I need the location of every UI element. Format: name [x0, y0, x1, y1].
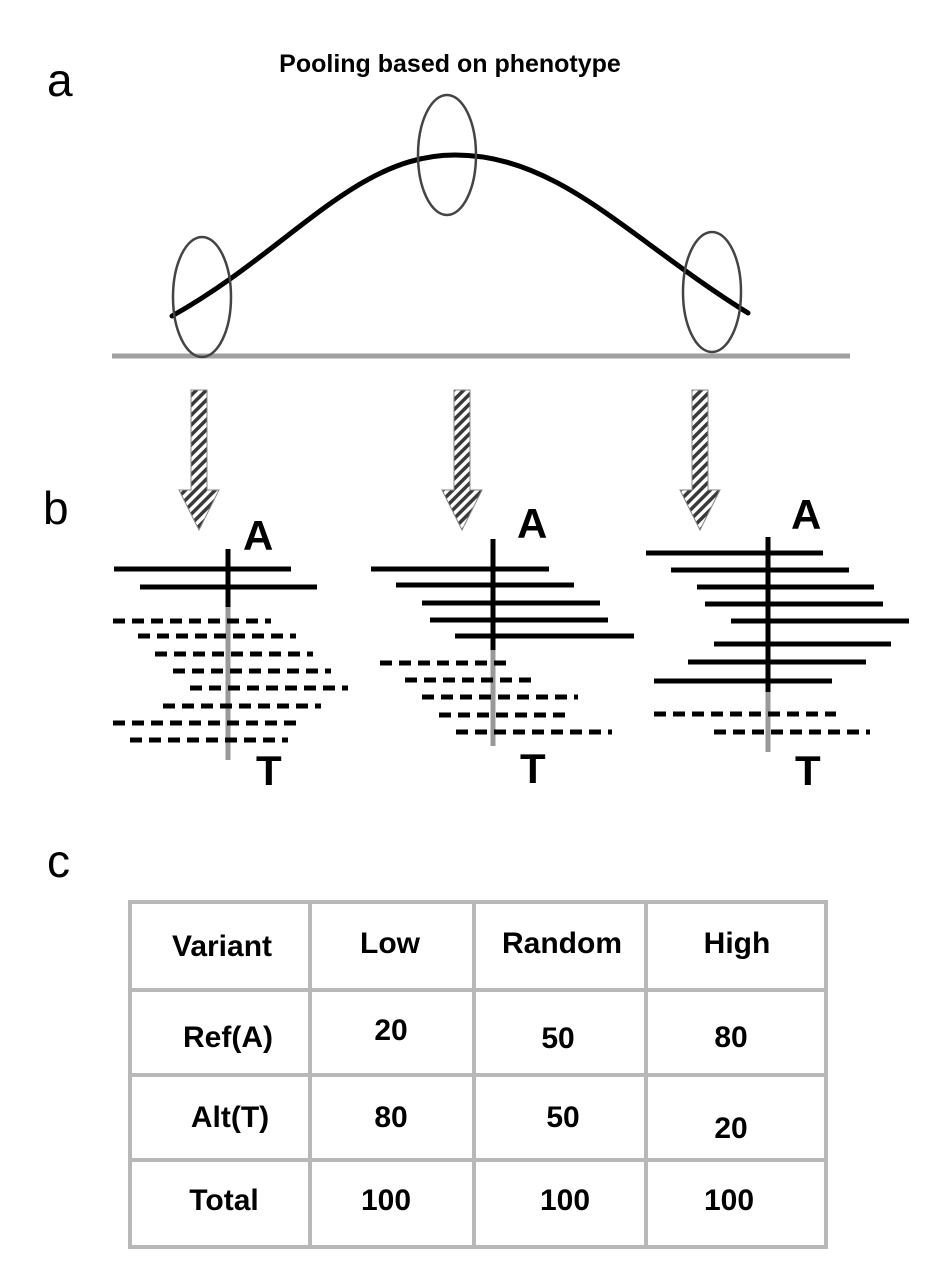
- ref-allele-label: A: [243, 512, 273, 559]
- cell-total-random: 100: [540, 1184, 590, 1217]
- allele-count-table: Variant Low Random High Ref(A) 20 50 80 …: [128, 900, 828, 1249]
- cell-alt-high: 20: [714, 1112, 747, 1145]
- high-pool-arrow: [679, 389, 721, 532]
- cell-alt-random: 50: [546, 1101, 579, 1134]
- cell-alt-low: 80: [374, 1101, 407, 1134]
- header-variant: Variant: [172, 930, 272, 963]
- alt-allele-label: T: [520, 745, 546, 792]
- header-low: Low: [360, 927, 421, 960]
- row-label-total: Total: [189, 1184, 258, 1217]
- random-pool-selection-ellipse: [416, 93, 478, 217]
- alt-allele-label: T: [256, 747, 282, 794]
- header-random: Random: [502, 927, 622, 960]
- ref-allele-label: A: [517, 500, 547, 547]
- high-pool-selection-ellipse: [681, 230, 743, 354]
- panel-label-c: c: [47, 835, 70, 887]
- low-pool-selection-ellipse: [171, 235, 233, 359]
- row-label-ref: Ref(A): [183, 1021, 273, 1054]
- phenotype-distribution-curve: [169, 152, 751, 319]
- header-high: High: [704, 927, 771, 960]
- cell-ref-low: 20: [374, 1014, 407, 1047]
- panel-label-a: a: [47, 54, 73, 106]
- figure-title: Pooling based on phenotype: [279, 50, 621, 78]
- cell-total-high: 100: [704, 1184, 754, 1217]
- cell-ref-high: 80: [714, 1021, 747, 1054]
- high-pool-reads: A T: [646, 491, 909, 794]
- ref-allele-label: A: [791, 491, 821, 538]
- alt-allele-label: T: [795, 747, 821, 794]
- random-pool-reads: A T: [371, 500, 634, 792]
- cell-ref-random: 50: [541, 1022, 574, 1055]
- cell-total-low: 100: [361, 1184, 411, 1217]
- low-pool-arrow: [178, 389, 220, 532]
- row-label-alt: Alt(T): [191, 1101, 269, 1134]
- panel-label-b: b: [43, 482, 69, 534]
- random-pool-arrow: [441, 389, 483, 532]
- low-pool-reads: A T: [113, 512, 348, 794]
